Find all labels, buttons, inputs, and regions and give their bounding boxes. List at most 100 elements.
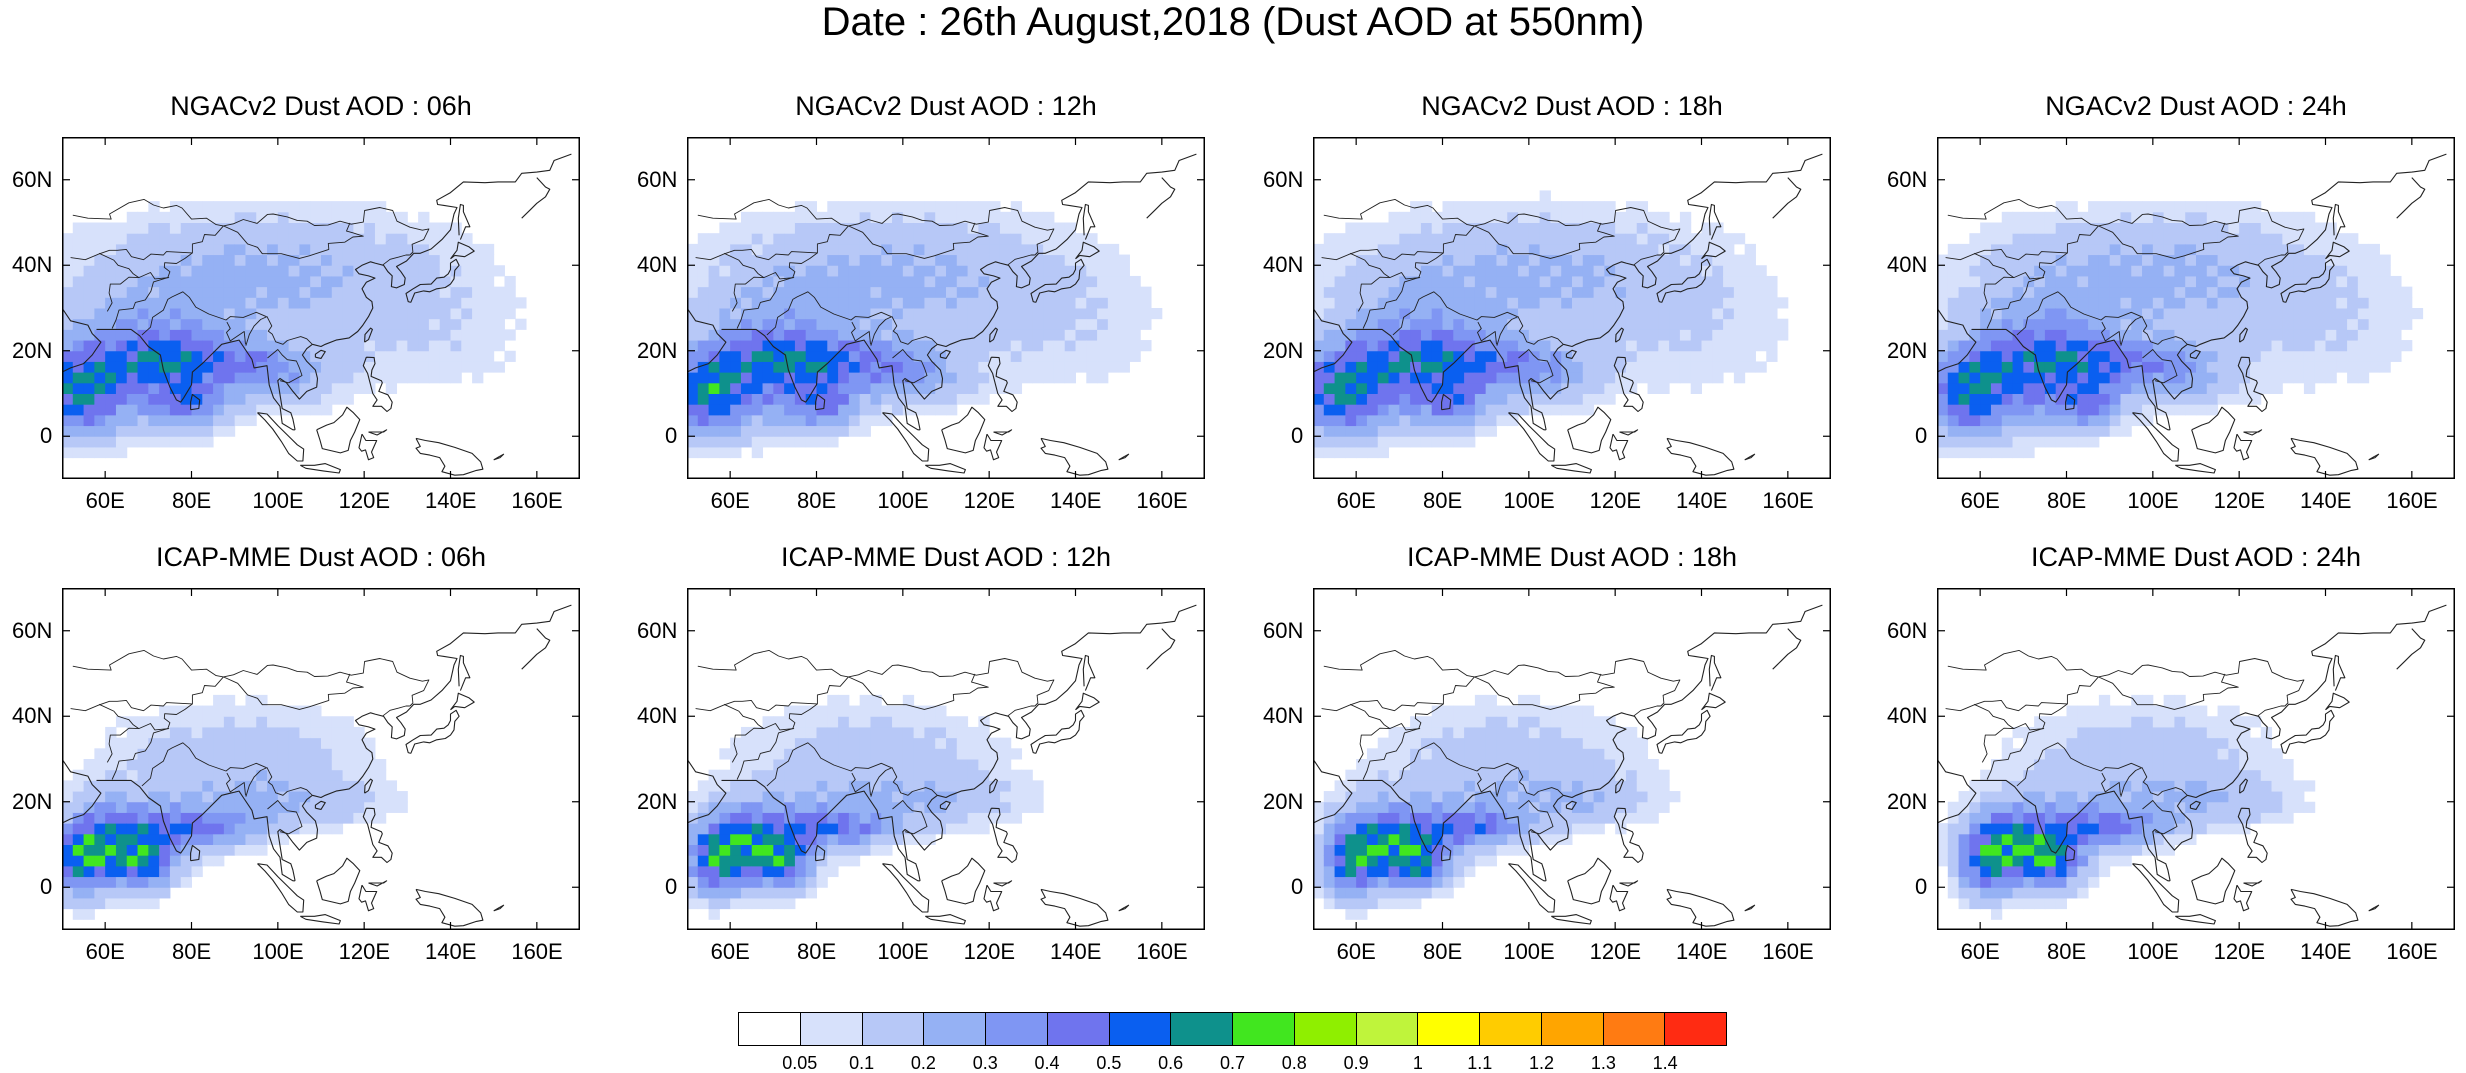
panel-title: ICAP-MME Dust AOD : 18h <box>1313 541 1831 573</box>
y-tick-label: 0 <box>665 424 677 448</box>
x-tick-label: 60E <box>86 489 125 513</box>
x-tick-label: 100E <box>1503 940 1554 964</box>
x-tick-label: 100E <box>2127 940 2178 964</box>
panel-title: ICAP-MME Dust AOD : 06h <box>62 541 580 573</box>
colorbar-swatch <box>739 1013 801 1045</box>
colorbar-label: 0.8 <box>1282 1053 1307 1073</box>
x-tick-label: 80E <box>172 489 211 513</box>
y-tick-label: 60N <box>1263 619 1303 643</box>
colorbar-label: 1.2 <box>1529 1053 1554 1073</box>
y-tick-label: 0 <box>40 424 52 448</box>
x-tick-label: 120E <box>339 940 390 964</box>
colorbar-swatch <box>863 1013 925 1045</box>
y-tick-label: 20N <box>1887 339 1927 363</box>
dust-aod-map <box>687 137 1205 479</box>
colorbar-swatch <box>1418 1013 1480 1045</box>
dust-aod-map <box>1937 137 2455 479</box>
colorbar-swatch <box>801 1013 863 1045</box>
y-tick-label: 20N <box>637 339 677 363</box>
x-tick-label: 140E <box>1676 489 1727 513</box>
y-tick-label: 20N <box>1263 790 1303 814</box>
x-tick-label: 120E <box>1590 489 1641 513</box>
colorbar-swatch <box>1233 1013 1295 1045</box>
x-tick-label: 140E <box>2300 489 2351 513</box>
x-tick-label: 80E <box>1423 940 1462 964</box>
x-tick-label: 140E <box>1050 489 1101 513</box>
colorbar-label: 0.05 <box>782 1053 817 1073</box>
aod-field <box>1937 201 2423 458</box>
colorbar-label: 1.4 <box>1653 1053 1678 1073</box>
y-tick-label: 40N <box>1263 253 1303 277</box>
x-tick-label: 160E <box>2386 940 2437 964</box>
panel-title: NGACv2 Dust AOD : 12h <box>687 90 1205 122</box>
x-tick-label: 80E <box>172 940 211 964</box>
x-tick-label: 160E <box>2386 489 2437 513</box>
colorbar-swatch <box>1480 1013 1542 1045</box>
aod-field <box>62 695 408 920</box>
x-tick-label: 160E <box>1136 940 1187 964</box>
y-tick-label: 20N <box>12 790 52 814</box>
colorbar-swatch <box>1295 1013 1357 1045</box>
dust-aod-map <box>1313 588 1831 930</box>
y-tick-label: 20N <box>637 790 677 814</box>
colorbar-label: 1.3 <box>1591 1053 1616 1073</box>
x-tick-label: 100E <box>252 940 303 964</box>
colorbar-swatch <box>1110 1013 1172 1045</box>
x-tick-label: 60E <box>1337 489 1376 513</box>
y-tick-label: 0 <box>1915 875 1927 899</box>
dust-aod-map <box>62 137 580 479</box>
colorbar-label: 0.2 <box>911 1053 936 1073</box>
panel-title: NGACv2 Dust AOD : 24h <box>1937 90 2455 122</box>
panel-title: NGACv2 Dust AOD : 06h <box>62 90 580 122</box>
y-tick-label: 60N <box>1887 619 1927 643</box>
panel-title: ICAP-MME Dust AOD : 24h <box>1937 541 2455 573</box>
colorbar-label: 1.1 <box>1467 1053 1492 1073</box>
y-tick-label: 40N <box>637 704 677 728</box>
x-tick-label: 100E <box>252 489 303 513</box>
colorbar-label: 0.4 <box>1035 1053 1060 1073</box>
y-tick-label: 20N <box>1887 790 1927 814</box>
y-tick-label: 60N <box>1887 168 1927 192</box>
colorbar-label: 0.5 <box>1096 1053 1121 1073</box>
y-tick-label: 40N <box>12 704 52 728</box>
dust-aod-map <box>1937 588 2455 930</box>
x-tick-label: 120E <box>964 489 1015 513</box>
x-tick-label: 60E <box>1337 940 1376 964</box>
x-tick-label: 80E <box>2047 940 2086 964</box>
x-tick-label: 120E <box>1590 940 1641 964</box>
y-tick-label: 0 <box>1291 424 1303 448</box>
y-tick-label: 40N <box>12 253 52 277</box>
y-tick-label: 40N <box>637 253 677 277</box>
colorbar-swatch <box>986 1013 1048 1045</box>
x-tick-label: 160E <box>1762 940 1813 964</box>
colorbar-label: 0.9 <box>1344 1053 1369 1073</box>
colorbar-label: 0.1 <box>849 1053 874 1073</box>
x-tick-label: 60E <box>1961 940 2000 964</box>
y-tick-label: 20N <box>12 339 52 363</box>
aod-field <box>687 695 1044 920</box>
x-tick-label: 140E <box>1050 940 1101 964</box>
colorbar-label: 0.3 <box>973 1053 998 1073</box>
y-tick-label: 0 <box>1291 875 1303 899</box>
colorbar-swatch <box>1357 1013 1419 1045</box>
y-tick-label: 60N <box>12 619 52 643</box>
x-tick-label: 140E <box>2300 940 2351 964</box>
y-tick-label: 40N <box>1887 704 1927 728</box>
y-tick-label: 0 <box>1915 424 1927 448</box>
colorbar-swatch <box>1604 1013 1666 1045</box>
x-tick-label: 100E <box>1503 489 1554 513</box>
colorbar-swatch <box>1542 1013 1604 1045</box>
x-tick-label: 80E <box>2047 489 2086 513</box>
x-tick-label: 120E <box>964 940 1015 964</box>
x-tick-label: 60E <box>86 940 125 964</box>
colorbar-swatch <box>1171 1013 1233 1045</box>
y-tick-label: 60N <box>1263 168 1303 192</box>
y-tick-label: 20N <box>1263 339 1303 363</box>
panel-title: ICAP-MME Dust AOD : 12h <box>687 541 1205 573</box>
x-tick-label: 140E <box>1676 940 1727 964</box>
y-tick-label: 60N <box>637 168 677 192</box>
x-tick-label: 100E <box>2127 489 2178 513</box>
colorbar-swatch <box>1665 1013 1726 1045</box>
x-tick-label: 120E <box>2214 489 2265 513</box>
y-tick-label: 0 <box>665 875 677 899</box>
